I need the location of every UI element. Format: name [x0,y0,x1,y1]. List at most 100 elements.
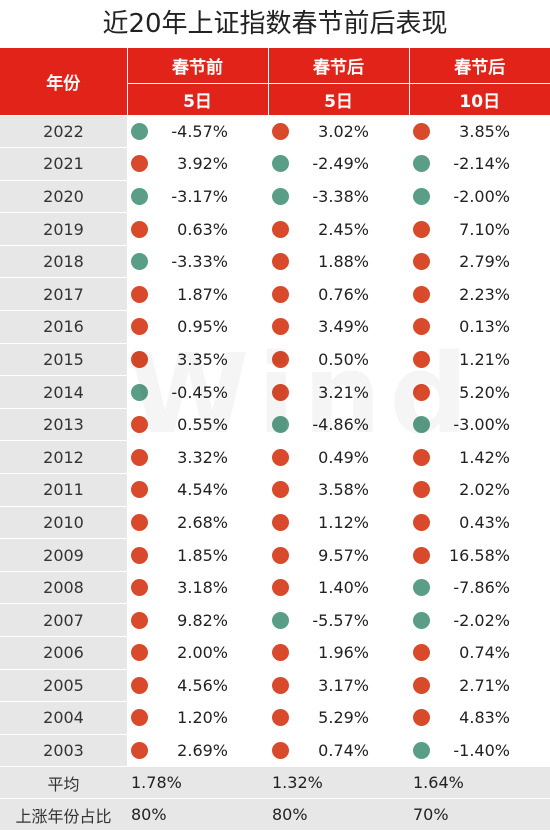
up-indicator-icon [272,513,289,531]
up-indicator-icon [272,318,289,336]
value-cell: 2.71% [409,669,550,703]
value-text: 1.21% [459,349,510,369]
table-row: 2003 2.69% 0.74% -1.40% [0,734,550,768]
value-cell: 16.58% [409,538,550,572]
value-cell: -3.38% [268,180,409,214]
down-indicator-icon [272,611,289,629]
group-header-post-10: 春节后 [408,48,550,84]
value-text: 3.85% [459,121,510,141]
up-indicator-icon [272,122,289,140]
summary-row: 上涨年份占比 80% 80% 70% [0,798,550,831]
value-text: -0.45% [171,382,228,402]
up-indicator-icon [272,285,289,303]
year-cell: 2010 [0,506,127,540]
table-body: 2022 -4.57% 3.02% 3.85% 2021 3.92% -2.49% -2.14… [0,115,550,831]
performance-table: 年份 春节前 春节后 春节后 5日 5日 10日 2022 -4.57% 3.02%… [0,48,550,831]
up-indicator-icon [272,579,289,597]
value-cell: 4.54% [127,473,268,507]
table-row: 2021 3.92% -2.49% -2.14% [0,147,550,181]
value-text: 0.74% [318,741,369,761]
table-row: 2018 -3.33% 1.88% 2.79% [0,245,550,279]
value-cell: 0.74% [268,734,409,768]
table-row: 2014 -0.45% 3.21% 5.20% [0,375,550,409]
value-text: 1.20% [177,708,228,728]
up-indicator-icon [131,742,148,760]
summary-value: 1.32% [268,766,409,800]
summary-value: 80% [127,798,268,831]
table-row: 2015 3.35% 0.50% 1.21% [0,343,550,377]
value-text: 2.23% [459,284,510,304]
value-cell: 0.13% [409,310,550,344]
table-row: 2022 -4.57% 3.02% 3.85% [0,115,550,149]
down-indicator-icon [272,187,289,205]
value-text: -2.49% [312,154,369,174]
value-text: 1.40% [318,578,369,598]
value-text: 0.76% [318,284,369,304]
value-text: 0.13% [459,317,510,337]
value-text: 3.32% [177,447,228,467]
value-cell: 5.29% [268,701,409,735]
value-cell: 0.50% [268,343,409,377]
summary-value: 1.78% [127,766,268,800]
window-header-post-10: 10日 [408,83,550,115]
value-text: 16.58% [448,545,510,565]
value-cell: 1.42% [409,440,550,475]
table-row: 2017 1.87% 0.76% 2.23% [0,277,550,312]
value-text: -3.00% [453,415,510,435]
up-indicator-icon [272,742,289,760]
year-cell: 2005 [0,669,127,703]
up-indicator-icon [413,350,430,368]
group-header-pre: 春节前 [126,48,268,84]
value-text: 0.55% [177,415,228,435]
summary-value: 70% [409,798,550,831]
down-indicator-icon [413,416,430,434]
value-text: 3.21% [318,382,369,402]
value-text: 9.82% [177,610,228,630]
table-row: 2013 0.55% -4.86% -3.00% [0,408,550,442]
up-indicator-icon [272,676,289,694]
value-cell: 1.20% [127,701,268,735]
year-cell: 2017 [0,277,127,312]
year-cell: 2021 [0,147,127,181]
value-text: 0.63% [177,219,228,239]
value-cell: 2.23% [409,277,550,312]
value-cell: -1.40% [409,734,550,768]
value-text: -5.57% [312,610,369,630]
value-cell: 0.76% [268,277,409,312]
value-cell: 3.49% [268,310,409,344]
value-text: 5.20% [459,382,510,402]
summary-label: 上涨年份占比 [0,798,127,831]
table-row: 2008 3.18% 1.40% -7.86% [0,571,550,605]
value-text: -4.57% [171,121,228,141]
table-row: 2010 2.68% 1.12% 0.43% [0,506,550,540]
year-cell: 2003 [0,734,127,768]
down-indicator-icon [413,155,430,173]
down-indicator-icon [272,416,289,434]
table-row: 2005 4.56% 3.17% 2.71% [0,669,550,703]
up-indicator-icon [413,513,430,531]
value-text: -4.86% [312,415,369,435]
year-cell: 2008 [0,571,127,605]
value-cell: 3.58% [268,473,409,507]
value-cell: 4.83% [409,701,550,735]
summary-value: 1.64% [409,766,550,800]
up-indicator-icon [413,448,430,466]
up-indicator-icon [272,644,289,662]
up-indicator-icon [413,318,430,336]
value-text: 4.83% [459,708,510,728]
down-indicator-icon [413,611,430,629]
up-indicator-icon [272,546,289,564]
value-cell: 1.96% [268,636,409,670]
up-indicator-icon [413,122,430,140]
value-text: 0.49% [318,447,369,467]
value-cell: -2.00% [409,180,550,214]
up-indicator-icon [413,383,430,401]
table-row: 2012 3.32% 0.49% 1.42% [0,440,550,475]
year-cell: 2016 [0,310,127,344]
up-indicator-icon [272,709,289,727]
up-indicator-icon [413,709,430,727]
value-text: 3.18% [177,578,228,598]
value-cell: 3.92% [127,147,268,181]
up-indicator-icon [272,481,289,499]
value-text: -2.14% [453,154,510,174]
